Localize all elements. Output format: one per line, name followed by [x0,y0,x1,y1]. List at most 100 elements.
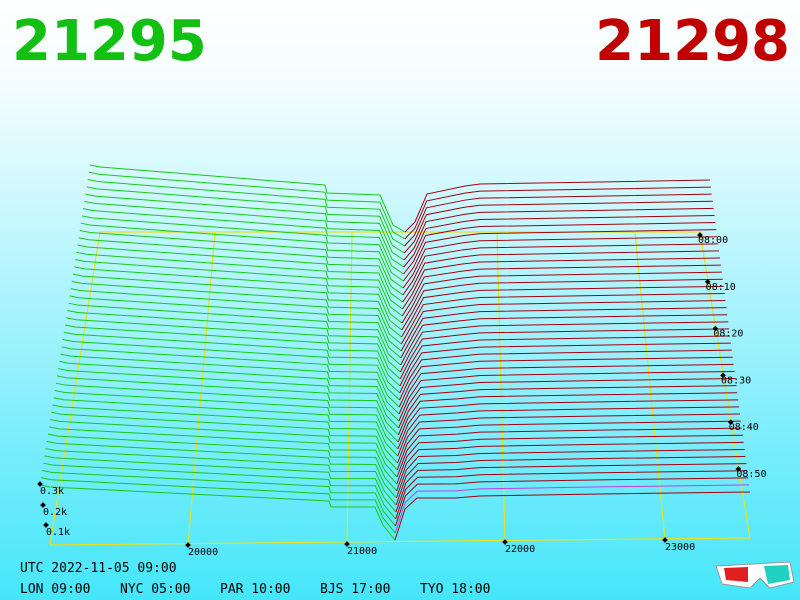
ask-depth-line [401,271,722,324]
depth-lines [39,164,751,541]
ask-depth-line [394,484,750,534]
bid-depth-line [48,426,398,485]
volume-label: 0.1k [46,527,70,538]
axis-labels: 20000 21000 22000 23000 08:00 08:10 08:20 08:30… [37,232,767,558]
ask-depth-line [401,285,724,338]
bid-depth-line [43,462,397,520]
ask-depth-line [396,434,743,485]
tick-dot [720,372,726,379]
bid-depth-line [75,259,403,324]
bid-depth-line [39,484,396,541]
ask-depth-line [396,441,744,492]
bid-depth-line [77,244,403,310]
bid-depth-line [72,273,402,338]
bid-depth-line [66,317,401,380]
bid-depth-line [53,397,399,457]
tick-dot [704,278,711,285]
ask-depth-line [394,491,751,541]
ask-depth-line [400,321,729,373]
ask-depth-line [403,207,714,261]
ask-depth-line [400,300,726,352]
ask-depth-line [404,193,712,247]
ask-depth-line [399,349,732,401]
ask-depth-line [398,363,734,415]
bid-depth-line [73,266,403,331]
tick-dot [502,539,508,545]
bid-depth-line [42,469,396,527]
ask-depth-line [395,463,747,513]
volume-label: 0.3k [40,486,64,497]
ask-depth-line [404,186,711,240]
ask-depth-line [398,370,735,422]
ask-depth-line [401,278,723,331]
bid-depth-line [83,208,404,275]
tick-dot [712,325,719,332]
ask-depth-line [403,214,715,268]
tick-dot [697,232,703,238]
bid-depth-line [86,186,405,254]
bid-depth-line [50,419,398,478]
bid-depth-line [87,179,405,247]
ask-depth-line [398,356,733,408]
ask-depth-line [395,456,746,506]
ask-depth-line [398,378,736,429]
bid-depth-line [52,404,398,464]
bid-depth-line [51,411,398,471]
bid-depth-line [89,164,406,233]
ask-depth-line [404,179,711,233]
bid-depth-line [80,222,404,289]
time-label: 08:00 [698,235,728,246]
tick-dot [662,537,668,543]
time-label: 08:20 [713,329,743,340]
city-time: LON 09:00 [20,582,90,597]
ask-depth-line [399,342,731,394]
bid-depth-line [63,331,401,394]
bid-depth-line [71,280,402,345]
city-time: TYO 18:00 [420,582,490,597]
utc-time: UTC 2022-11-05 09:00 [20,561,177,576]
bid-price: 21295 [12,9,207,74]
bid-depth-line [64,324,401,387]
price-label: 20000 [188,547,218,558]
ask-depth-line [397,399,739,450]
ask-depth-line [402,236,718,289]
bid-depth-line [61,346,400,408]
bid-depth-line [68,302,402,366]
city-time: NYC 05:00 [120,582,190,597]
ask-depth-line [400,307,727,359]
bid-depth-line [62,339,400,401]
tick-dot [727,419,734,425]
time-label: 08:50 [736,469,766,480]
ask-depth-line [397,385,737,436]
ask-depth-line [399,335,731,387]
city-time: PAR 10:00 [220,582,290,597]
ask-depth-line [402,250,720,303]
floor-grid [49,231,751,546]
ask-depth-line [395,448,745,499]
bid-depth-line [81,215,404,282]
tick-dot [344,541,350,547]
price-label: 22000 [505,544,535,555]
bid-depth-line [46,440,397,499]
bid-depth-line [88,171,406,240]
ask-depth-line [396,427,742,478]
time-label: 08:10 [706,282,736,293]
bid-depth-line [45,448,397,506]
bid-depth-line [69,295,402,359]
bid-depth-line [84,200,405,268]
ask-depth-line [397,413,741,464]
price-label: 21000 [347,546,377,557]
time-label: 08:30 [721,375,751,386]
ask-depth-line [403,222,716,275]
price-label: 23000 [665,542,695,553]
ask-depth-line [400,314,728,366]
bid-depth-line [56,375,399,436]
ask-depth-line [402,243,719,296]
ask-depth-line [399,328,730,380]
bid-depth-line [44,455,397,513]
volume-label: 0.2k [43,507,67,518]
tick-dot [735,466,742,472]
ask-depth-line [403,229,717,282]
bid-depth-line [78,237,404,303]
